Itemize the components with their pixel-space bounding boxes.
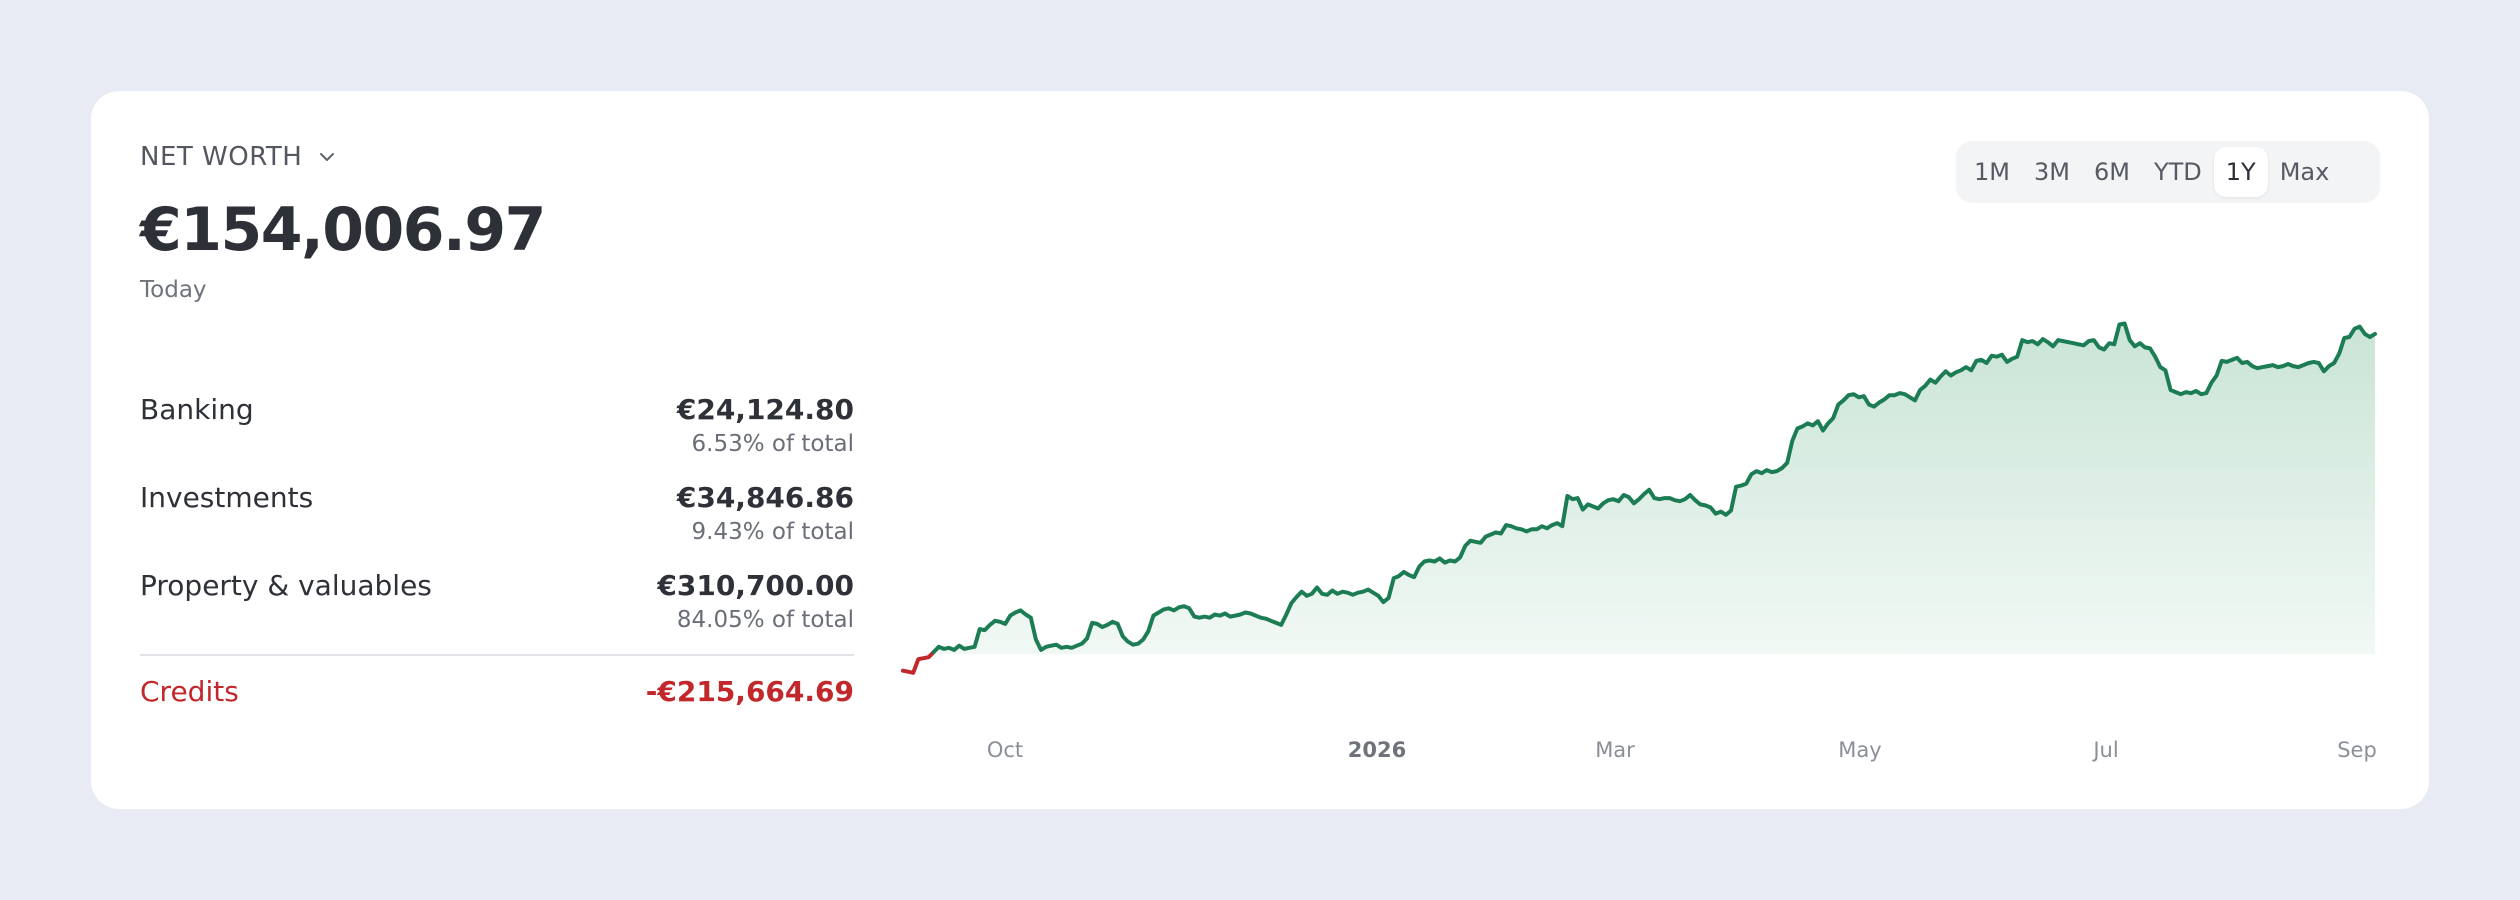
credits-value: -€215,664.69 — [645, 675, 854, 708]
breakdown-label: Property & valuables — [140, 569, 432, 602]
date-label: Today — [140, 277, 207, 303]
x-tick-label: Jul — [2091, 738, 2118, 762]
period-6m-button[interactable]: 6M — [2093, 158, 2130, 186]
net-worth-chart: Oct 2026 Mar May Jul Sep — [901, 321, 2377, 762]
breakdown-share: 84.05% of total — [676, 607, 854, 633]
net-worth-area — [903, 323, 2375, 655]
period-1y-button[interactable]: 1Y — [2213, 147, 2268, 197]
period-3m-button[interactable]: 3M — [2033, 158, 2070, 186]
net-worth-line — [931, 321, 2377, 654]
breakdown-share: 9.43% of total — [691, 519, 854, 545]
net-worth-total: €154,006.97 — [140, 195, 546, 265]
divider — [140, 654, 854, 656]
breakdown-label: Investments — [140, 481, 314, 514]
period-1m-button[interactable]: 1M — [1974, 158, 2010, 186]
net-worth-selector[interactable]: NET WORTH — [140, 142, 338, 172]
breakdown-label: Banking — [140, 393, 254, 426]
x-tick-label: Mar — [1595, 738, 1635, 762]
x-tick-label: Sep — [2337, 738, 2377, 762]
net-worth-card: NET WORTH €154,006.97 Today Banking €24,… — [91, 91, 2429, 809]
x-tick-label: Oct — [987, 738, 1023, 762]
chevron-down-icon — [320, 153, 335, 161]
period-max-button[interactable]: Max — [2279, 158, 2330, 186]
breakdown-value: €24,124.80 — [676, 393, 854, 426]
net-worth-line-negative — [901, 650, 936, 675]
widget-title: NET WORTH — [140, 142, 303, 172]
breakdown-value: €34,846.86 — [676, 481, 854, 514]
breakdown-share: 6.53% of total — [691, 431, 854, 457]
breakdown-value: €310,700.00 — [657, 569, 854, 602]
x-tick-label: May — [1838, 738, 1881, 762]
period-selector: 1M 3M 6M YTD 1Y Max — [1956, 141, 2380, 203]
credits-label: Credits — [140, 675, 239, 708]
period-ytd-button[interactable]: YTD — [2153, 158, 2202, 186]
x-tick-label: 2026 — [1348, 738, 1406, 762]
